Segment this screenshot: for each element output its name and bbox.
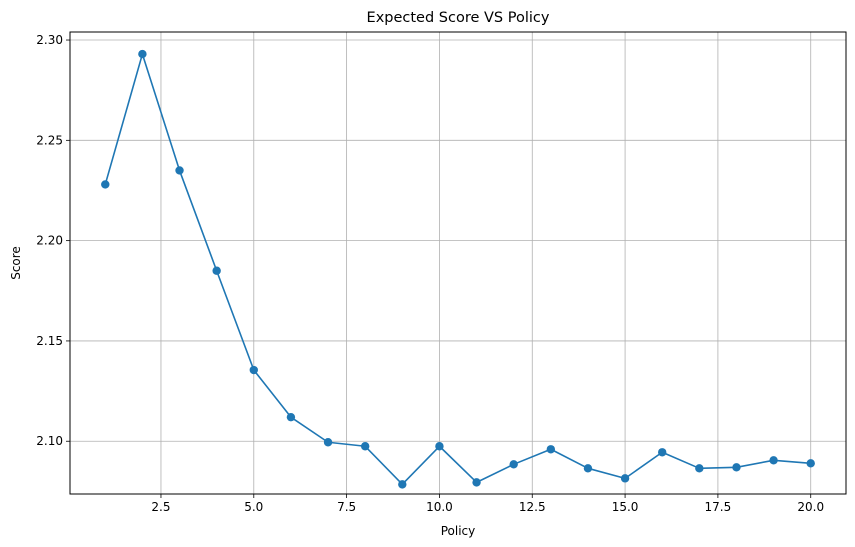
y-tick-label: 2.10 (36, 434, 63, 448)
data-point (658, 448, 667, 457)
data-point (398, 480, 407, 489)
data-point (806, 459, 815, 468)
data-point (695, 464, 704, 473)
data-point (323, 438, 333, 447)
data-point (732, 463, 741, 472)
data-point (175, 166, 184, 175)
series-line (104, 53, 811, 486)
y-tick-label: 2.20 (36, 234, 63, 248)
x-tick-label: 10.0 (426, 500, 453, 514)
data-point (620, 474, 630, 483)
x-tick-label: 20.0 (797, 500, 824, 514)
series-layer (101, 49, 815, 489)
plot-frame (69, 31, 847, 495)
y-axis-label: Score (9, 246, 23, 280)
x-tick-label: 15.0 (612, 500, 639, 514)
x-tick-label: 17.5 (705, 500, 732, 514)
x-axis: 2.5 5.0 7.5 10.0 12.5 15.0 17.5 20.0 (151, 494, 824, 514)
y-axis: 2.10 2.15 2.20 2.25 2.30 (36, 33, 70, 448)
data-point (286, 412, 296, 422)
x-tick-label: 7.5 (337, 500, 356, 514)
data-point (101, 180, 110, 189)
data-point (212, 266, 221, 275)
y-tick-label: 2.25 (36, 133, 63, 147)
data-point (509, 460, 518, 469)
data-point (435, 442, 444, 451)
x-axis-label: Policy (441, 524, 476, 538)
x-tick-label: 2.5 (151, 500, 170, 514)
data-point (583, 464, 593, 473)
data-point (546, 445, 556, 454)
x-tick-label: 5.0 (244, 500, 263, 514)
data-point (472, 478, 481, 487)
data-point (249, 365, 258, 375)
y-tick-label: 2.15 (36, 334, 63, 348)
x-tick-label: 12.5 (519, 500, 546, 514)
data-point (360, 442, 370, 451)
chart-title: Expected Score VS Policy (367, 10, 550, 26)
y-tick-label: 2.30 (36, 33, 63, 47)
data-point (769, 456, 778, 465)
grid (70, 32, 846, 494)
data-point (138, 49, 147, 59)
